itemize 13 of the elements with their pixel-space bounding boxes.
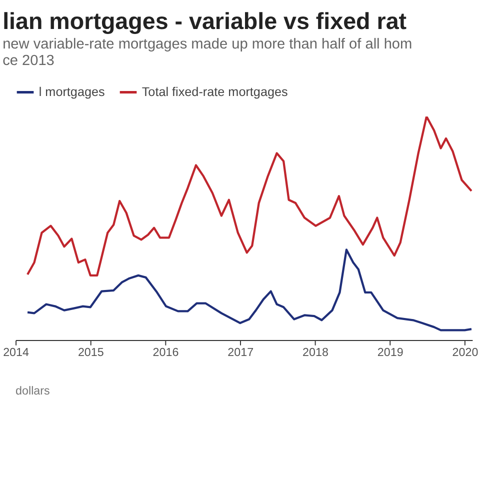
x-tick-label: 2020 [452, 346, 479, 360]
x-tick-label: 2016 [152, 346, 179, 360]
text: new variable-rate mortgages made up more than half of all hom [2, 36, 412, 53]
x-tick-label: 2017 [228, 346, 254, 360]
legend-label: l mortgages [38, 85, 105, 100]
text: dollars [16, 384, 50, 398]
text: ce 2013 [2, 53, 54, 70]
legend-label: Total fixed-rate mortgages [142, 85, 288, 100]
x-tick-label: 2014 [3, 346, 30, 360]
x-tick-label: 2019 [377, 346, 404, 360]
x-tick-label: 2018 [302, 346, 328, 360]
x-tick-label: 2015 [78, 346, 104, 360]
chart-title: lian mortgages - variable vs fixed rat [2, 8, 407, 34]
